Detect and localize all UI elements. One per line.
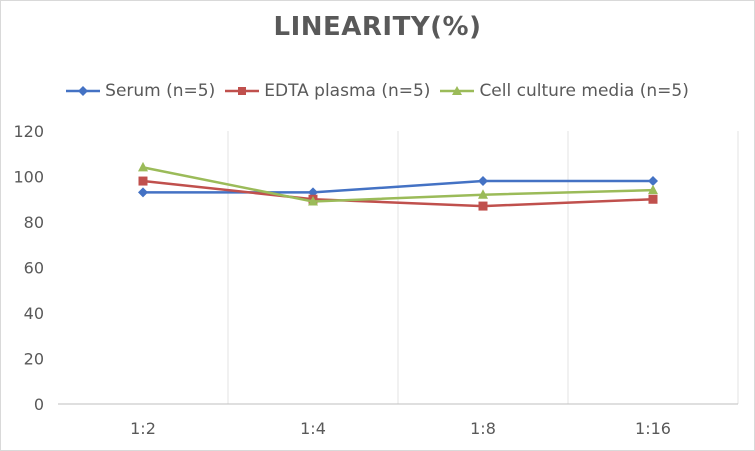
legend-marker-triangle-icon — [440, 86, 475, 95]
data-point — [138, 187, 148, 198]
data-point — [308, 196, 318, 206]
data-point — [648, 176, 658, 187]
series-line — [142, 179, 654, 208]
y-tick-label: 100 — [13, 168, 44, 187]
x-tick-label: 1:2 — [130, 419, 156, 438]
chart-title: LINEARITY(%) — [273, 12, 482, 42]
data-point — [478, 176, 488, 187]
legend-label: Serum (n=5) — [105, 81, 216, 101]
legend-item-serum: Serum (n=5) — [66, 81, 215, 101]
y-tick-label: 60 — [24, 259, 44, 278]
y-tick-label: 120 — [13, 122, 44, 141]
data-point — [138, 161, 148, 172]
series-line — [142, 166, 654, 203]
legend-marker-diamond-icon — [66, 86, 101, 96]
data-point — [138, 176, 148, 186]
legend: Serum (n=5) EDTA plasma (n=5) Cell cultu… — [0, 79, 755, 103]
legend-marker-square-icon — [225, 87, 260, 95]
y-tick-label: 40 — [24, 304, 44, 323]
legend-label: EDTA plasma (n=5) — [264, 81, 431, 101]
series-line — [143, 179, 653, 194]
legend-item-cell-culture-media: Cell culture media (n=5) — [440, 81, 689, 101]
y-tick-label: 0 — [34, 395, 44, 414]
y-tick-label: 20 — [24, 350, 44, 369]
x-tick-label: 1:16 — [635, 419, 671, 438]
y-tick-label: 80 — [24, 213, 44, 232]
legend-item-edta-plasma: EDTA plasma (n=5) — [225, 81, 430, 101]
legend-label: Cell culture media (n=5) — [479, 81, 689, 101]
x-tick-label: 1:4 — [300, 419, 326, 438]
x-tick-label: 1:8 — [470, 419, 496, 438]
data-point — [478, 189, 488, 199]
data-point — [648, 194, 658, 204]
data-point — [648, 184, 658, 195]
data-point — [478, 201, 488, 211]
